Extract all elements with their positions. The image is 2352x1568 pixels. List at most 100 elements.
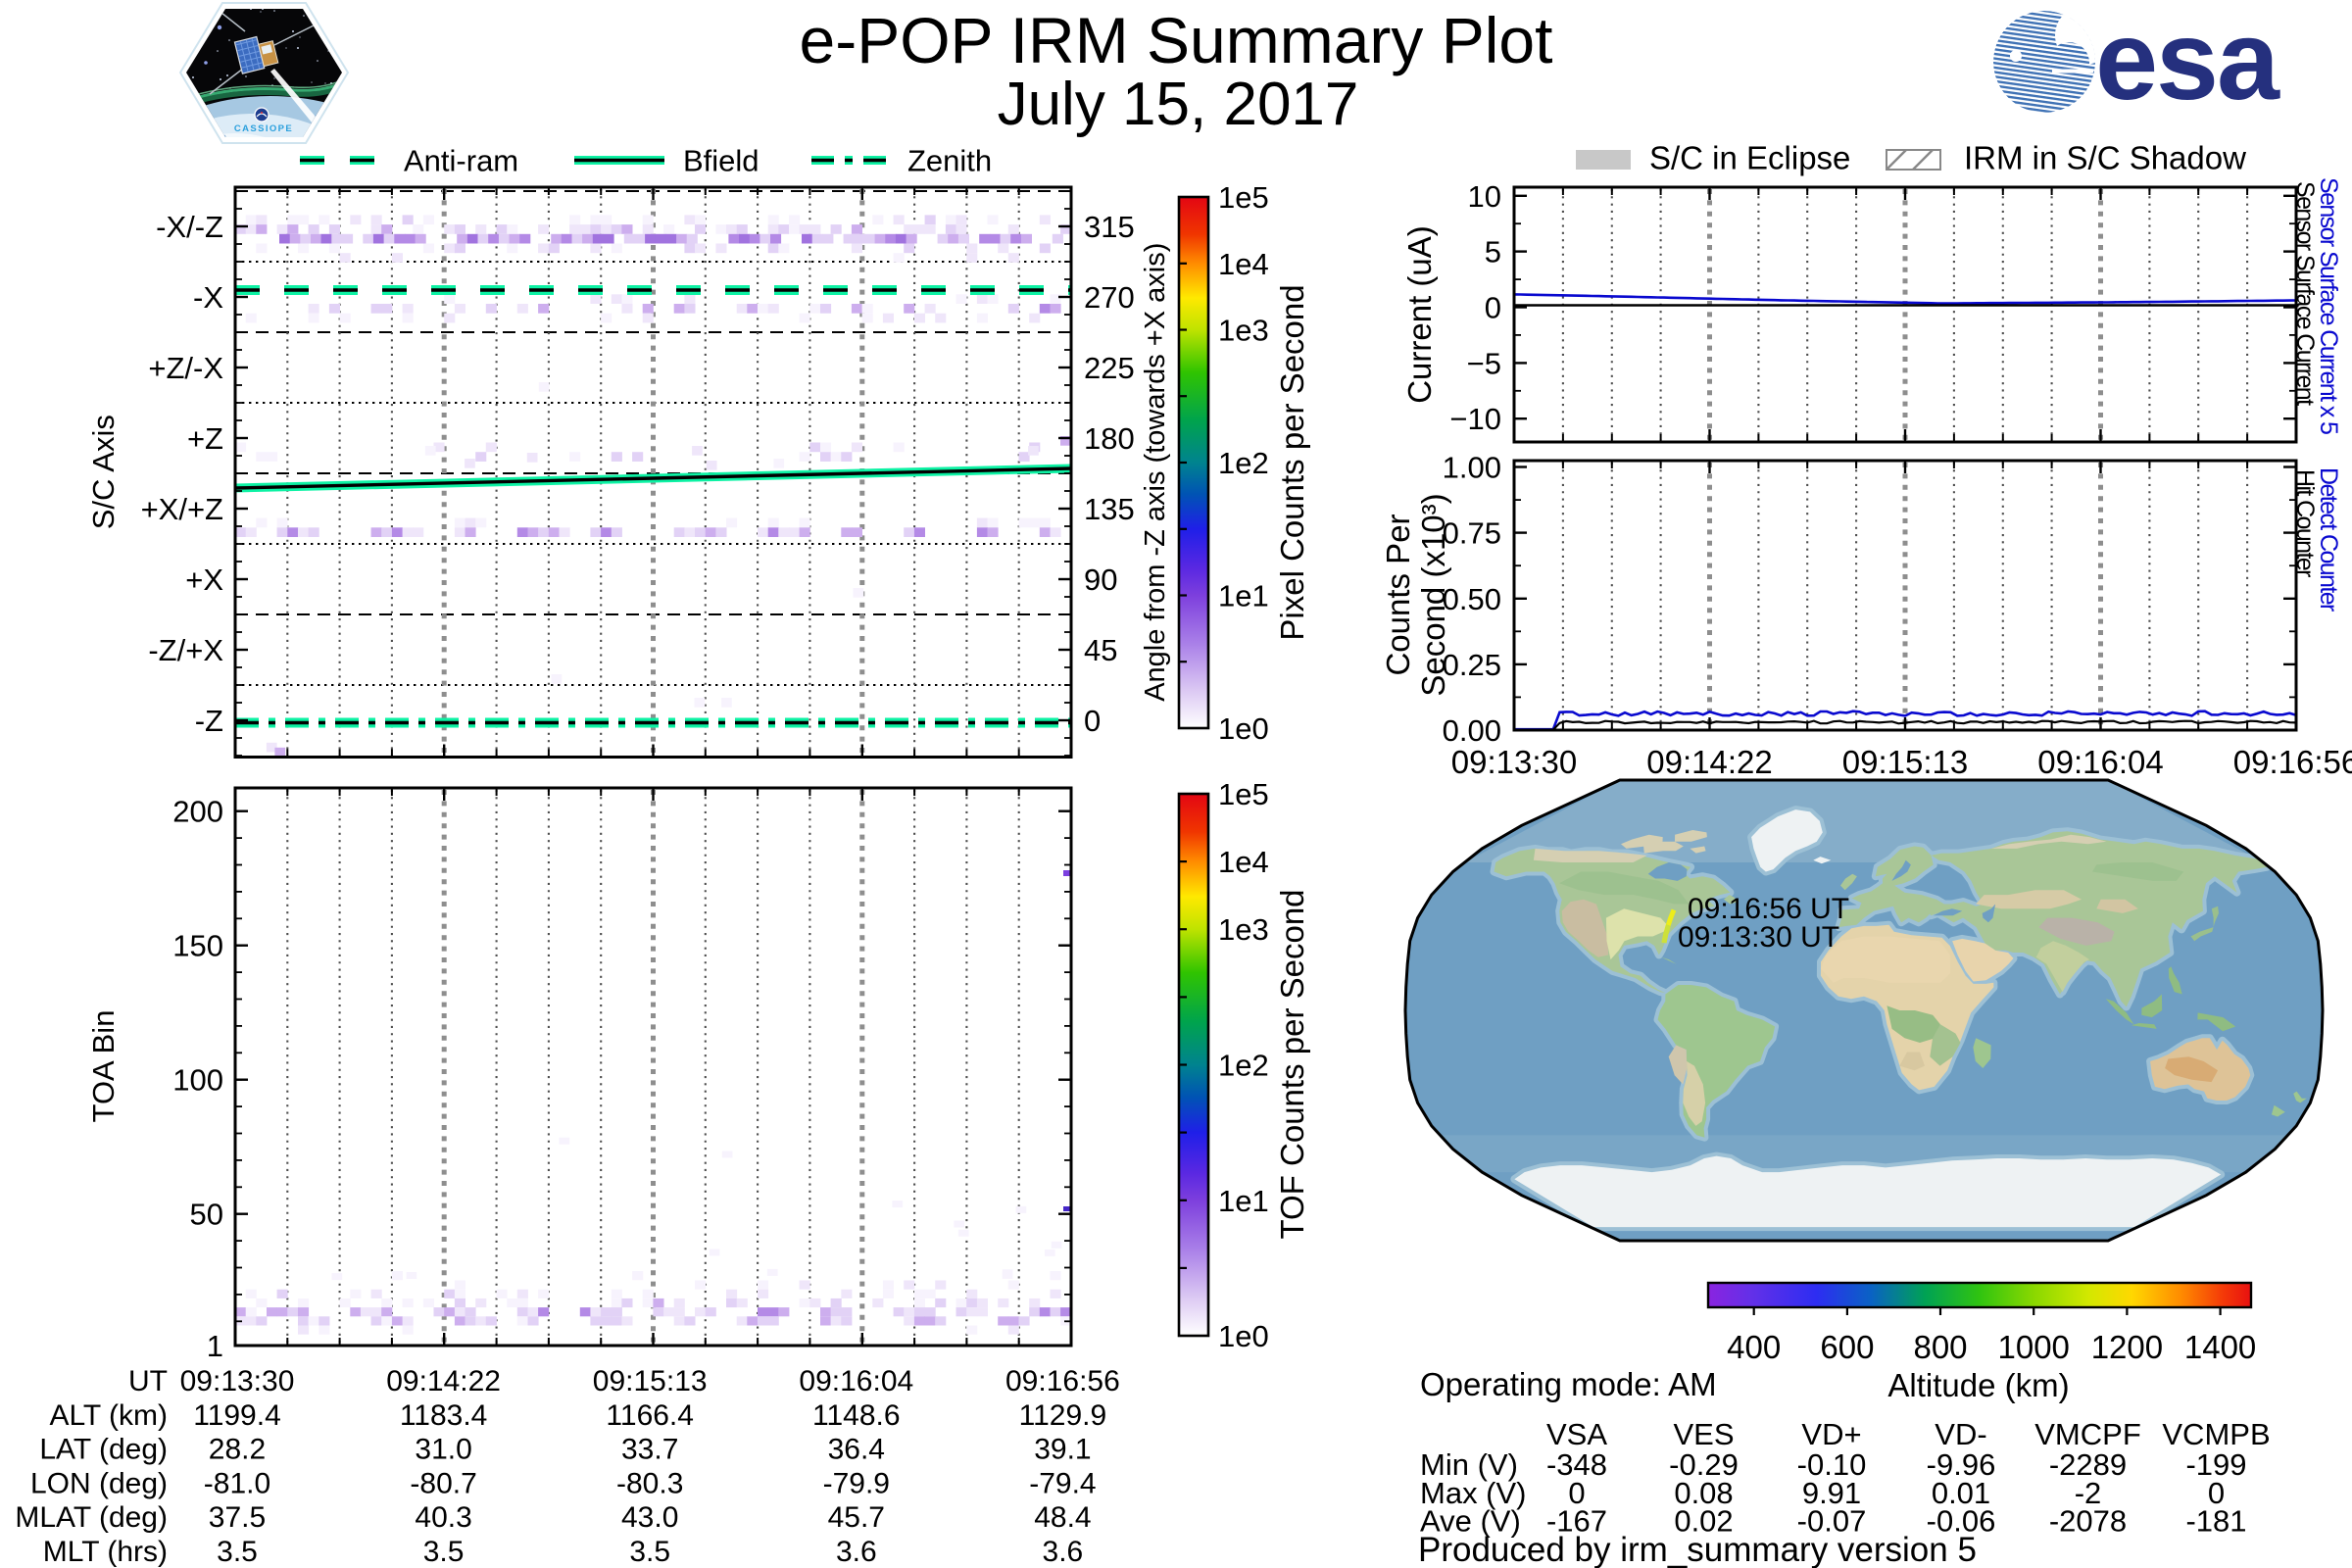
svg-text:100: 100 (172, 1063, 223, 1098)
svg-text:Operating mode: AM: Operating mode: AM (1420, 1366, 1717, 1402)
svg-text:VES: VES (1673, 1417, 1734, 1451)
svg-text:33.7: 33.7 (621, 1434, 678, 1466)
svg-text:40.3: 40.3 (415, 1501, 471, 1534)
svg-text:0.25: 0.25 (1443, 648, 1501, 682)
svg-text:1400: 1400 (2184, 1329, 2256, 1365)
svg-text:-348: -348 (1546, 1447, 1607, 1482)
svg-text:-0.07: -0.07 (1797, 1504, 1867, 1539)
svg-text:-2078: -2078 (2049, 1504, 2127, 1539)
svg-text:VSA: VSA (1546, 1417, 1607, 1451)
svg-text:TOF Counts per Second: TOF Counts per Second (1274, 889, 1310, 1239)
svg-text:Sensor Surface Current: Sensor Surface Current (2291, 181, 2319, 406)
svg-text:3.5: 3.5 (423, 1536, 465, 1568)
svg-text:-81.0: -81.0 (204, 1467, 270, 1499)
svg-text:200: 200 (172, 795, 223, 829)
svg-text:VD+: VD+ (1801, 1417, 1861, 1451)
svg-text:1200: 1200 (2091, 1329, 2163, 1365)
svg-text:3.5: 3.5 (629, 1536, 670, 1568)
svg-text:48.4: 48.4 (1034, 1501, 1091, 1534)
svg-text:Altitude (km): Altitude (km) (1887, 1367, 2069, 1403)
svg-text:-2: -2 (2075, 1476, 2102, 1510)
svg-text:1e4: 1e4 (1218, 247, 1269, 281)
svg-text:09:13:30: 09:13:30 (180, 1365, 295, 1397)
svg-text:28.2: 28.2 (209, 1434, 266, 1466)
svg-text:09:13:30 UT: 09:13:30 UT (1678, 921, 1839, 954)
svg-text:-Z/+X: -Z/+X (148, 633, 223, 667)
svg-text:Detect Counter: Detect Counter (2315, 467, 2342, 612)
svg-text:1e2: 1e2 (1218, 1049, 1269, 1083)
svg-text:90: 90 (1084, 563, 1117, 597)
svg-text:5: 5 (1485, 235, 1501, 270)
svg-text:45: 45 (1084, 633, 1117, 667)
svg-text:Bfield: Bfield (683, 144, 760, 178)
svg-text:0: 0 (1568, 1476, 1585, 1510)
svg-text:1148.6: 1148.6 (812, 1399, 901, 1432)
svg-text:09:16:04: 09:16:04 (2037, 744, 2163, 780)
svg-text:UT: UT (128, 1365, 168, 1397)
svg-text:1199.4: 1199.4 (193, 1399, 281, 1432)
svg-text:-167: -167 (1546, 1504, 1607, 1539)
svg-text:9.91: 9.91 (1802, 1476, 1861, 1510)
svg-text:Pixel Counts per Second: Pixel Counts per Second (1274, 284, 1310, 640)
svg-text:0: 0 (1485, 291, 1501, 325)
svg-text:800: 800 (1913, 1329, 1967, 1365)
svg-text:Anti-ram: Anti-ram (404, 144, 518, 178)
svg-text:09:16:04: 09:16:04 (799, 1365, 913, 1397)
svg-text:1e0: 1e0 (1218, 711, 1269, 746)
svg-text:LAT (deg): LAT (deg) (39, 1434, 168, 1466)
svg-text:1e1: 1e1 (1218, 1184, 1269, 1218)
svg-text:50: 50 (190, 1198, 223, 1232)
svg-text:Second (x10³): Second (x10³) (1415, 493, 1451, 696)
svg-text:+Z/-X: +Z/-X (148, 351, 223, 385)
svg-text:0.01: 0.01 (1932, 1476, 1990, 1510)
svg-text:MLT (hrs): MLT (hrs) (43, 1536, 168, 1568)
svg-text:-181: -181 (2185, 1504, 2246, 1539)
svg-text:09:15:13: 09:15:13 (1842, 744, 1968, 780)
svg-text:3.6: 3.6 (836, 1536, 877, 1568)
svg-text:1.00: 1.00 (1443, 451, 1501, 485)
svg-text:Counts Per: Counts Per (1380, 514, 1416, 675)
svg-text:09:16:56: 09:16:56 (1005, 1365, 1120, 1397)
svg-text:270: 270 (1084, 280, 1135, 315)
svg-text:09:16:56: 09:16:56 (2233, 744, 2352, 780)
svg-text:0: 0 (2208, 1476, 2225, 1510)
svg-text:1166.4: 1166.4 (606, 1399, 694, 1432)
svg-text:-2289: -2289 (2049, 1447, 2127, 1482)
svg-text:09:16:56 UT: 09:16:56 UT (1688, 893, 1849, 925)
svg-text:Ave (V): Ave (V) (1420, 1504, 1521, 1539)
svg-text:VMCPF: VMCPF (2034, 1417, 2141, 1451)
svg-text:-80.7: -80.7 (410, 1467, 476, 1499)
svg-text:Max (V): Max (V) (1420, 1476, 1527, 1510)
svg-text:-Z: -Z (195, 704, 223, 738)
svg-text:3.5: 3.5 (217, 1536, 258, 1568)
svg-text:+X: +X (185, 563, 223, 597)
svg-text:600: 600 (1820, 1329, 1874, 1365)
svg-text:Angle from -Z axis (towards +X: Angle from -Z axis (towards +X axis) (1140, 243, 1171, 702)
svg-text:0.00: 0.00 (1443, 713, 1501, 748)
svg-text:1e4: 1e4 (1218, 845, 1269, 879)
svg-text:1e5: 1e5 (1218, 777, 1269, 811)
svg-text:180: 180 (1084, 421, 1135, 456)
svg-text:+X/+Z: +X/+Z (141, 492, 223, 526)
svg-text:225: 225 (1084, 351, 1135, 385)
svg-text:0.02: 0.02 (1674, 1504, 1733, 1539)
svg-text:315: 315 (1084, 210, 1135, 244)
svg-text:36.4: 36.4 (828, 1434, 885, 1466)
svg-text:VD-: VD- (1935, 1417, 1986, 1451)
svg-text:-0.06: -0.06 (1927, 1504, 1996, 1539)
svg-text:Zenith: Zenith (907, 144, 992, 178)
svg-text:400: 400 (1727, 1329, 1781, 1365)
svg-text:TOA Bin: TOA Bin (86, 1010, 121, 1123)
svg-text:S/C Axis: S/C Axis (86, 415, 121, 529)
svg-text:e-POP IRM Summary Plot: e-POP IRM Summary Plot (800, 4, 1553, 76)
svg-text:ALT (km): ALT (km) (49, 1399, 168, 1432)
svg-text:0.75: 0.75 (1443, 516, 1501, 551)
svg-text:-199: -199 (2185, 1447, 2246, 1482)
svg-text:09:14:22: 09:14:22 (1646, 744, 1772, 780)
svg-text:1e5: 1e5 (1218, 180, 1269, 215)
svg-text:LON (deg): LON (deg) (30, 1467, 168, 1499)
svg-text:IRM in S/C Shadow: IRM in S/C Shadow (1964, 140, 2246, 176)
svg-text:43.0: 43.0 (621, 1501, 678, 1534)
svg-text:1e3: 1e3 (1218, 314, 1269, 348)
svg-text:1e0: 1e0 (1218, 1319, 1269, 1353)
